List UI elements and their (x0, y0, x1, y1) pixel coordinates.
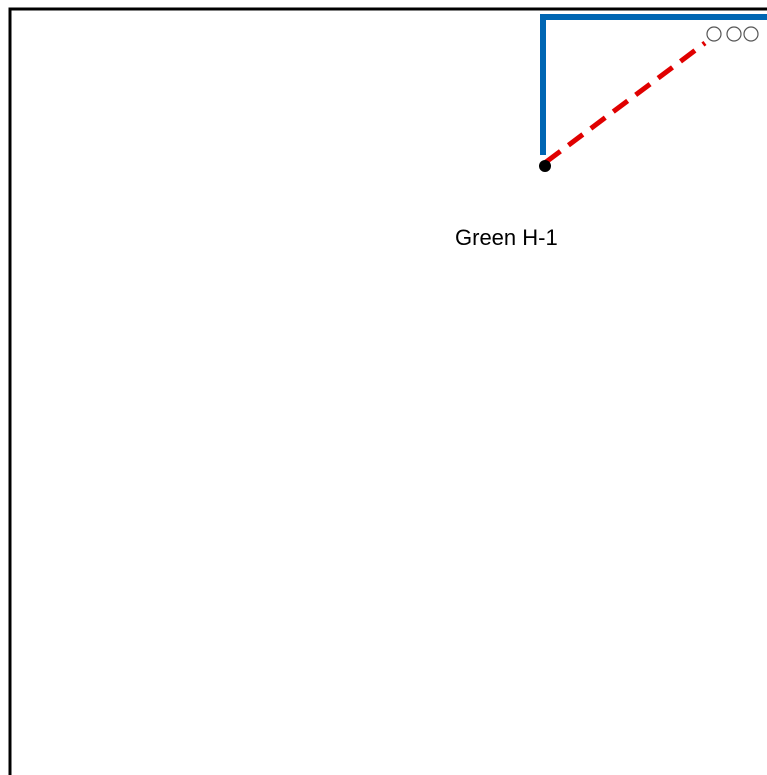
marker-circle-1 (706, 26, 722, 42)
marker-circle-2 (726, 26, 742, 42)
diagram-frame (8, 7, 767, 775)
station-label: Green H-1 (455, 225, 558, 250)
red-dashed-route-line (544, 40, 707, 165)
junction-node (539, 160, 551, 172)
marker-circle-3 (743, 26, 759, 42)
blue-route-line (540, 14, 767, 155)
